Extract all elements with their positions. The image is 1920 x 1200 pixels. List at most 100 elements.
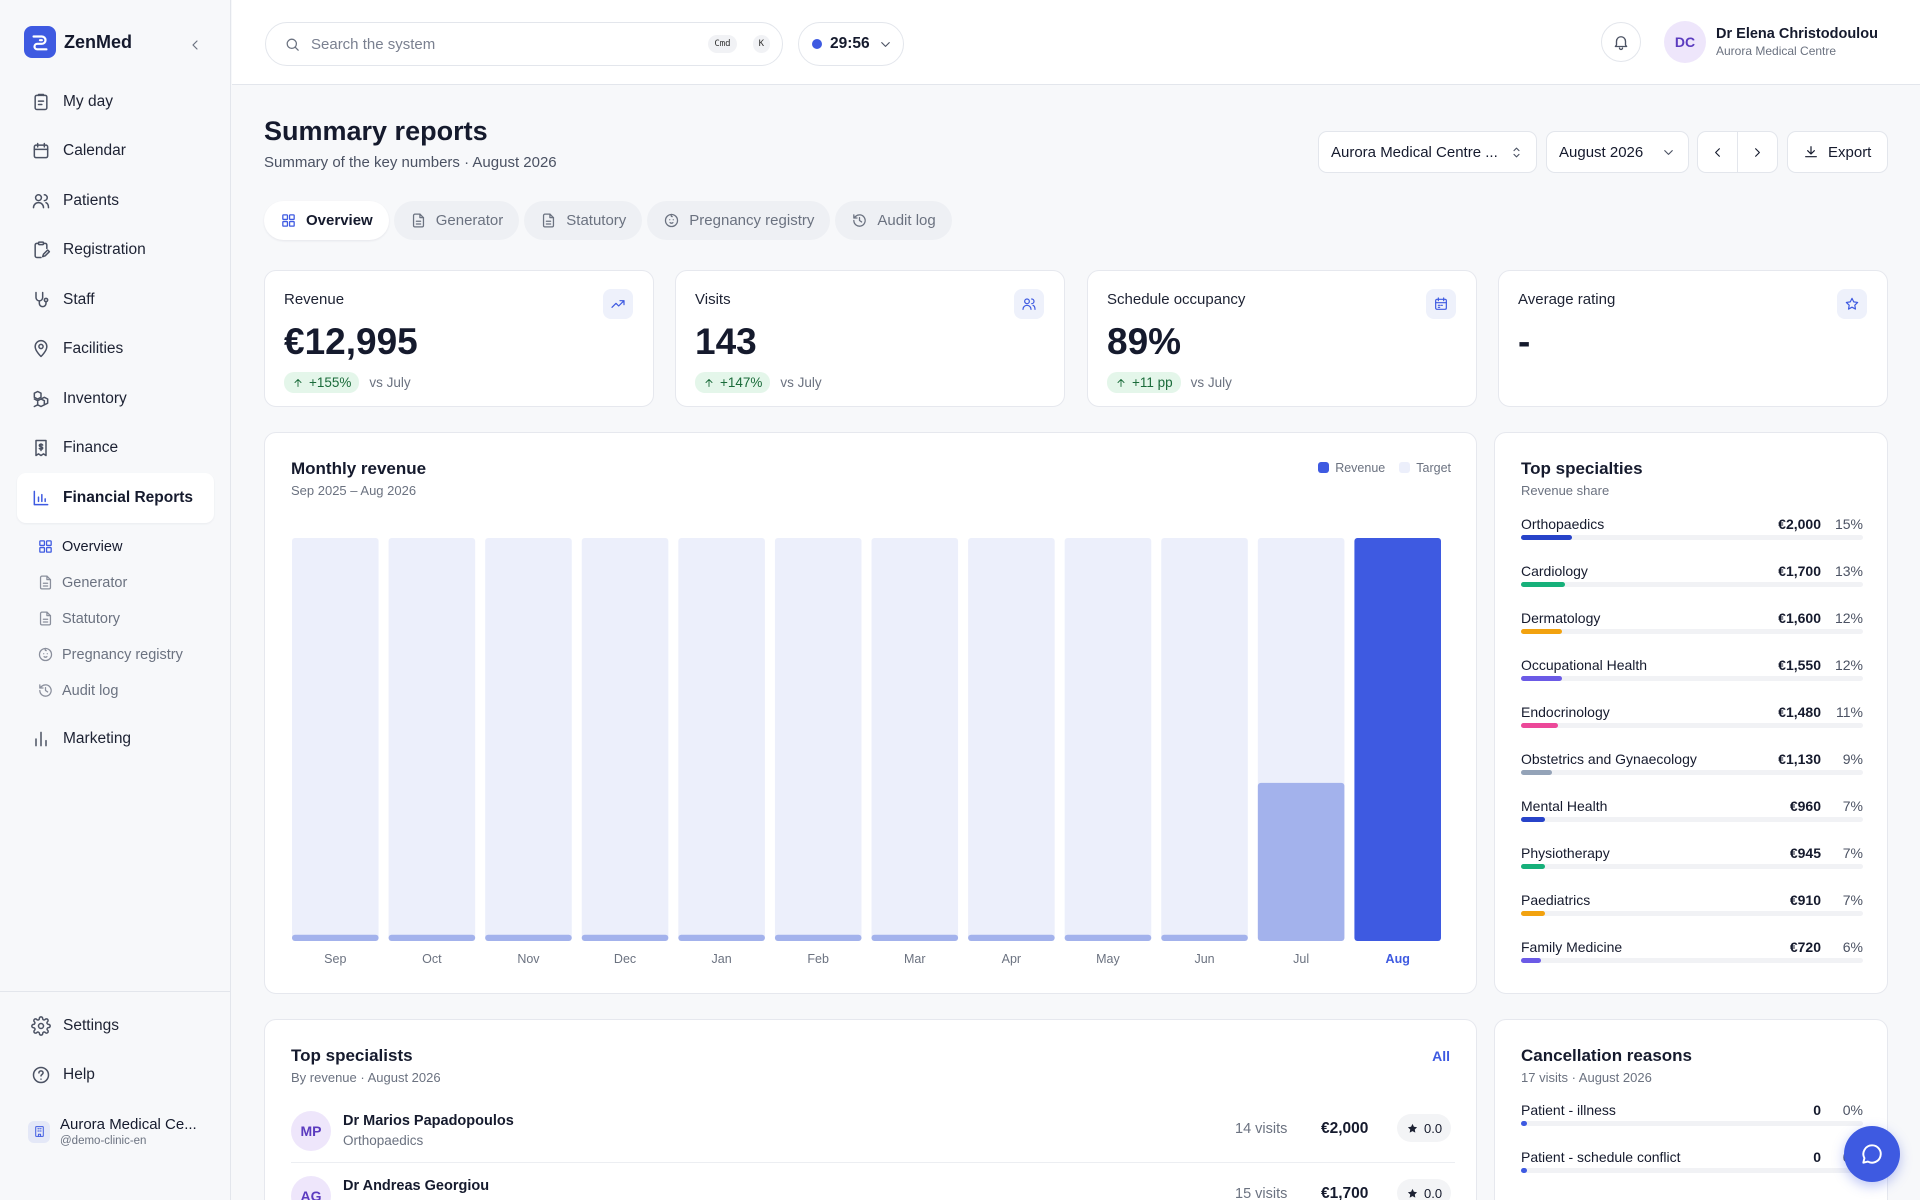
- card-title: Top specialists: [291, 1046, 413, 1065]
- nav-item-calendar[interactable]: Calendar: [17, 127, 214, 177]
- tab-statutory[interactable]: Statutory: [524, 201, 643, 240]
- specialist-specialty: Orthopaedics: [343, 1133, 424, 1148]
- nav-item-marketing[interactable]: Marketing: [17, 715, 214, 765]
- compare-label: vs July: [1190, 375, 1232, 390]
- specialty-percent: 11%: [1836, 704, 1863, 720]
- revenue-bar-nov[interactable]: [485, 934, 572, 941]
- chart-legend: Revenue Target: [1318, 461, 1451, 475]
- table-row[interactable]: MP Dr Marios Papadopoulos Orthopaedics 1…: [291, 1103, 1455, 1163]
- session-timer[interactable]: 29:56: [798, 22, 904, 66]
- calendar-icon: [1426, 289, 1456, 319]
- user-menu[interactable]: DC Dr Elena Christodoulou Aurora Medical…: [1664, 21, 1878, 63]
- nav-item-financial-reports[interactable]: Financial Reports: [17, 473, 214, 523]
- target-bar-mar: [871, 538, 959, 941]
- kpi-value: 89%: [1107, 321, 1182, 362]
- revenue-bar-sep[interactable]: [292, 934, 379, 941]
- previous-month-button[interactable]: [1698, 132, 1738, 172]
- clipboard-icon: [34, 93, 48, 110]
- revenue-bar-aug[interactable]: [1354, 538, 1441, 941]
- view-all-link[interactable]: All: [1432, 1048, 1450, 1064]
- baby-icon: [665, 213, 679, 228]
- brand[interactable]: ZenMed: [24, 26, 132, 58]
- compare-label: vs July: [780, 375, 822, 390]
- tab-generator[interactable]: Generator: [393, 201, 520, 240]
- timer-value: 29:56: [830, 35, 870, 52]
- month-select[interactable]: August 2026: [1546, 131, 1689, 173]
- nav-label: Help: [63, 1066, 95, 1084]
- subnav-item-generator[interactable]: Generator: [37, 565, 214, 601]
- card-subtitle: Sep 2025 – Aug 2026: [291, 483, 417, 498]
- reason-count: 0: [1813, 1102, 1821, 1118]
- specialty-name: Endocrinology: [1521, 704, 1610, 720]
- tab-label: Generator: [435, 212, 504, 229]
- nav-item-my-day[interactable]: My day: [17, 77, 214, 127]
- nav-item-finance[interactable]: Finance: [17, 424, 214, 474]
- chevron-down-icon: [880, 41, 890, 47]
- specialty-amount: €1,480: [1778, 704, 1821, 720]
- file-icon: [412, 213, 424, 228]
- revenue-bar-chart: Sep Oct Nov Dec Jan Feb Mar Apr May Jun Jul Aug: [292, 538, 1441, 966]
- next-month-button[interactable]: [1738, 132, 1778, 172]
- reason-name: Patient - schedule conflict: [1521, 1149, 1681, 1165]
- nav-item-facilities[interactable]: Facilities: [17, 325, 214, 375]
- export-button[interactable]: Export: [1787, 131, 1888, 173]
- subnav-item-overview[interactable]: Overview: [37, 529, 214, 565]
- nav-item-help[interactable]: Help: [17, 1051, 214, 1101]
- x-tick-label: Mar: [904, 952, 926, 966]
- chat-button[interactable]: [1844, 1126, 1900, 1182]
- clinic-select[interactable]: Aurora Medical Centre ...: [1318, 131, 1537, 173]
- progress-track: [1521, 817, 1863, 822]
- nav-item-staff[interactable]: Staff: [17, 275, 214, 325]
- legend-label: Target: [1416, 461, 1451, 475]
- legend-item-revenue: Revenue: [1318, 461, 1385, 475]
- specialty-percent: 15%: [1834, 516, 1863, 532]
- nav-item-registration[interactable]: Registration: [17, 226, 214, 276]
- revenue-bar-jul[interactable]: [1257, 782, 1345, 941]
- tab-overview[interactable]: Overview: [264, 201, 389, 240]
- progress-fill: [1521, 958, 1541, 963]
- progress-track: [1521, 676, 1863, 681]
- progress-track: [1521, 582, 1863, 587]
- tab-audit-log[interactable]: Audit log: [835, 201, 952, 240]
- delta-badge: +155%: [284, 372, 360, 393]
- boxes-icon: [33, 390, 49, 407]
- monthly-revenue-card: Monthly revenue Sep 2025 – Aug 2026 Reve…: [264, 432, 1477, 994]
- specialty-percent: 6%: [1842, 939, 1863, 955]
- file-icon: [543, 213, 555, 228]
- x-tick-label: Feb: [807, 952, 829, 966]
- search-input[interactable]: Search the system Cmd K: [265, 22, 783, 66]
- revenue-bar-apr[interactable]: [968, 934, 1055, 941]
- revenue-bar-may[interactable]: [1064, 934, 1152, 941]
- progress-fill: [1521, 582, 1565, 587]
- kpi-label: Schedule occupancy: [1107, 291, 1246, 308]
- revenue-bar-feb[interactable]: [774, 934, 862, 941]
- delta-value: +147%: [720, 375, 763, 390]
- baby-icon: [38, 647, 53, 662]
- subnav-item-statutory[interactable]: Statutory: [37, 601, 214, 637]
- revenue-bar-jun[interactable]: [1161, 934, 1248, 941]
- specialty-amount: €960: [1789, 798, 1821, 814]
- revenue-bar-dec[interactable]: [581, 934, 669, 941]
- list-item: Mental Health €960 7%: [1521, 798, 1863, 845]
- download-icon: [1805, 146, 1817, 158]
- delta-value: +155%: [309, 375, 352, 390]
- nav-label: Financial Reports: [63, 488, 194, 506]
- subnav-item-audit-log[interactable]: Audit log: [37, 673, 214, 709]
- nav-item-settings[interactable]: Settings: [17, 1001, 214, 1051]
- subnav-item-pregnancy-registry[interactable]: Pregnancy registry: [37, 637, 214, 673]
- revenue-bar-mar[interactable]: [871, 934, 959, 941]
- nav-item-inventory[interactable]: Inventory: [17, 374, 214, 424]
- table-row[interactable]: AG Dr Andreas Georgiou 15 visits €1,700 …: [291, 1168, 1455, 1200]
- period-navigation: [1697, 131, 1778, 173]
- x-tick-label: Sep: [324, 952, 346, 966]
- collapse-sidebar-button[interactable]: [183, 33, 207, 57]
- list-item: Patient - illness 0 0%: [1521, 1102, 1863, 1149]
- revenue-bar-jan[interactable]: [678, 934, 765, 941]
- notifications-button[interactable]: [1601, 22, 1641, 62]
- nav-item-patients[interactable]: Patients: [17, 176, 214, 226]
- revenue-bar-oct[interactable]: [388, 934, 476, 941]
- progress-track: [1521, 864, 1863, 869]
- trending-up-icon: [603, 289, 633, 319]
- organization-switcher[interactable]: Aurora Medical Ce... @demo-clinic-en: [28, 1116, 197, 1147]
- tab-pregnancy-registry[interactable]: Pregnancy registry: [647, 201, 831, 240]
